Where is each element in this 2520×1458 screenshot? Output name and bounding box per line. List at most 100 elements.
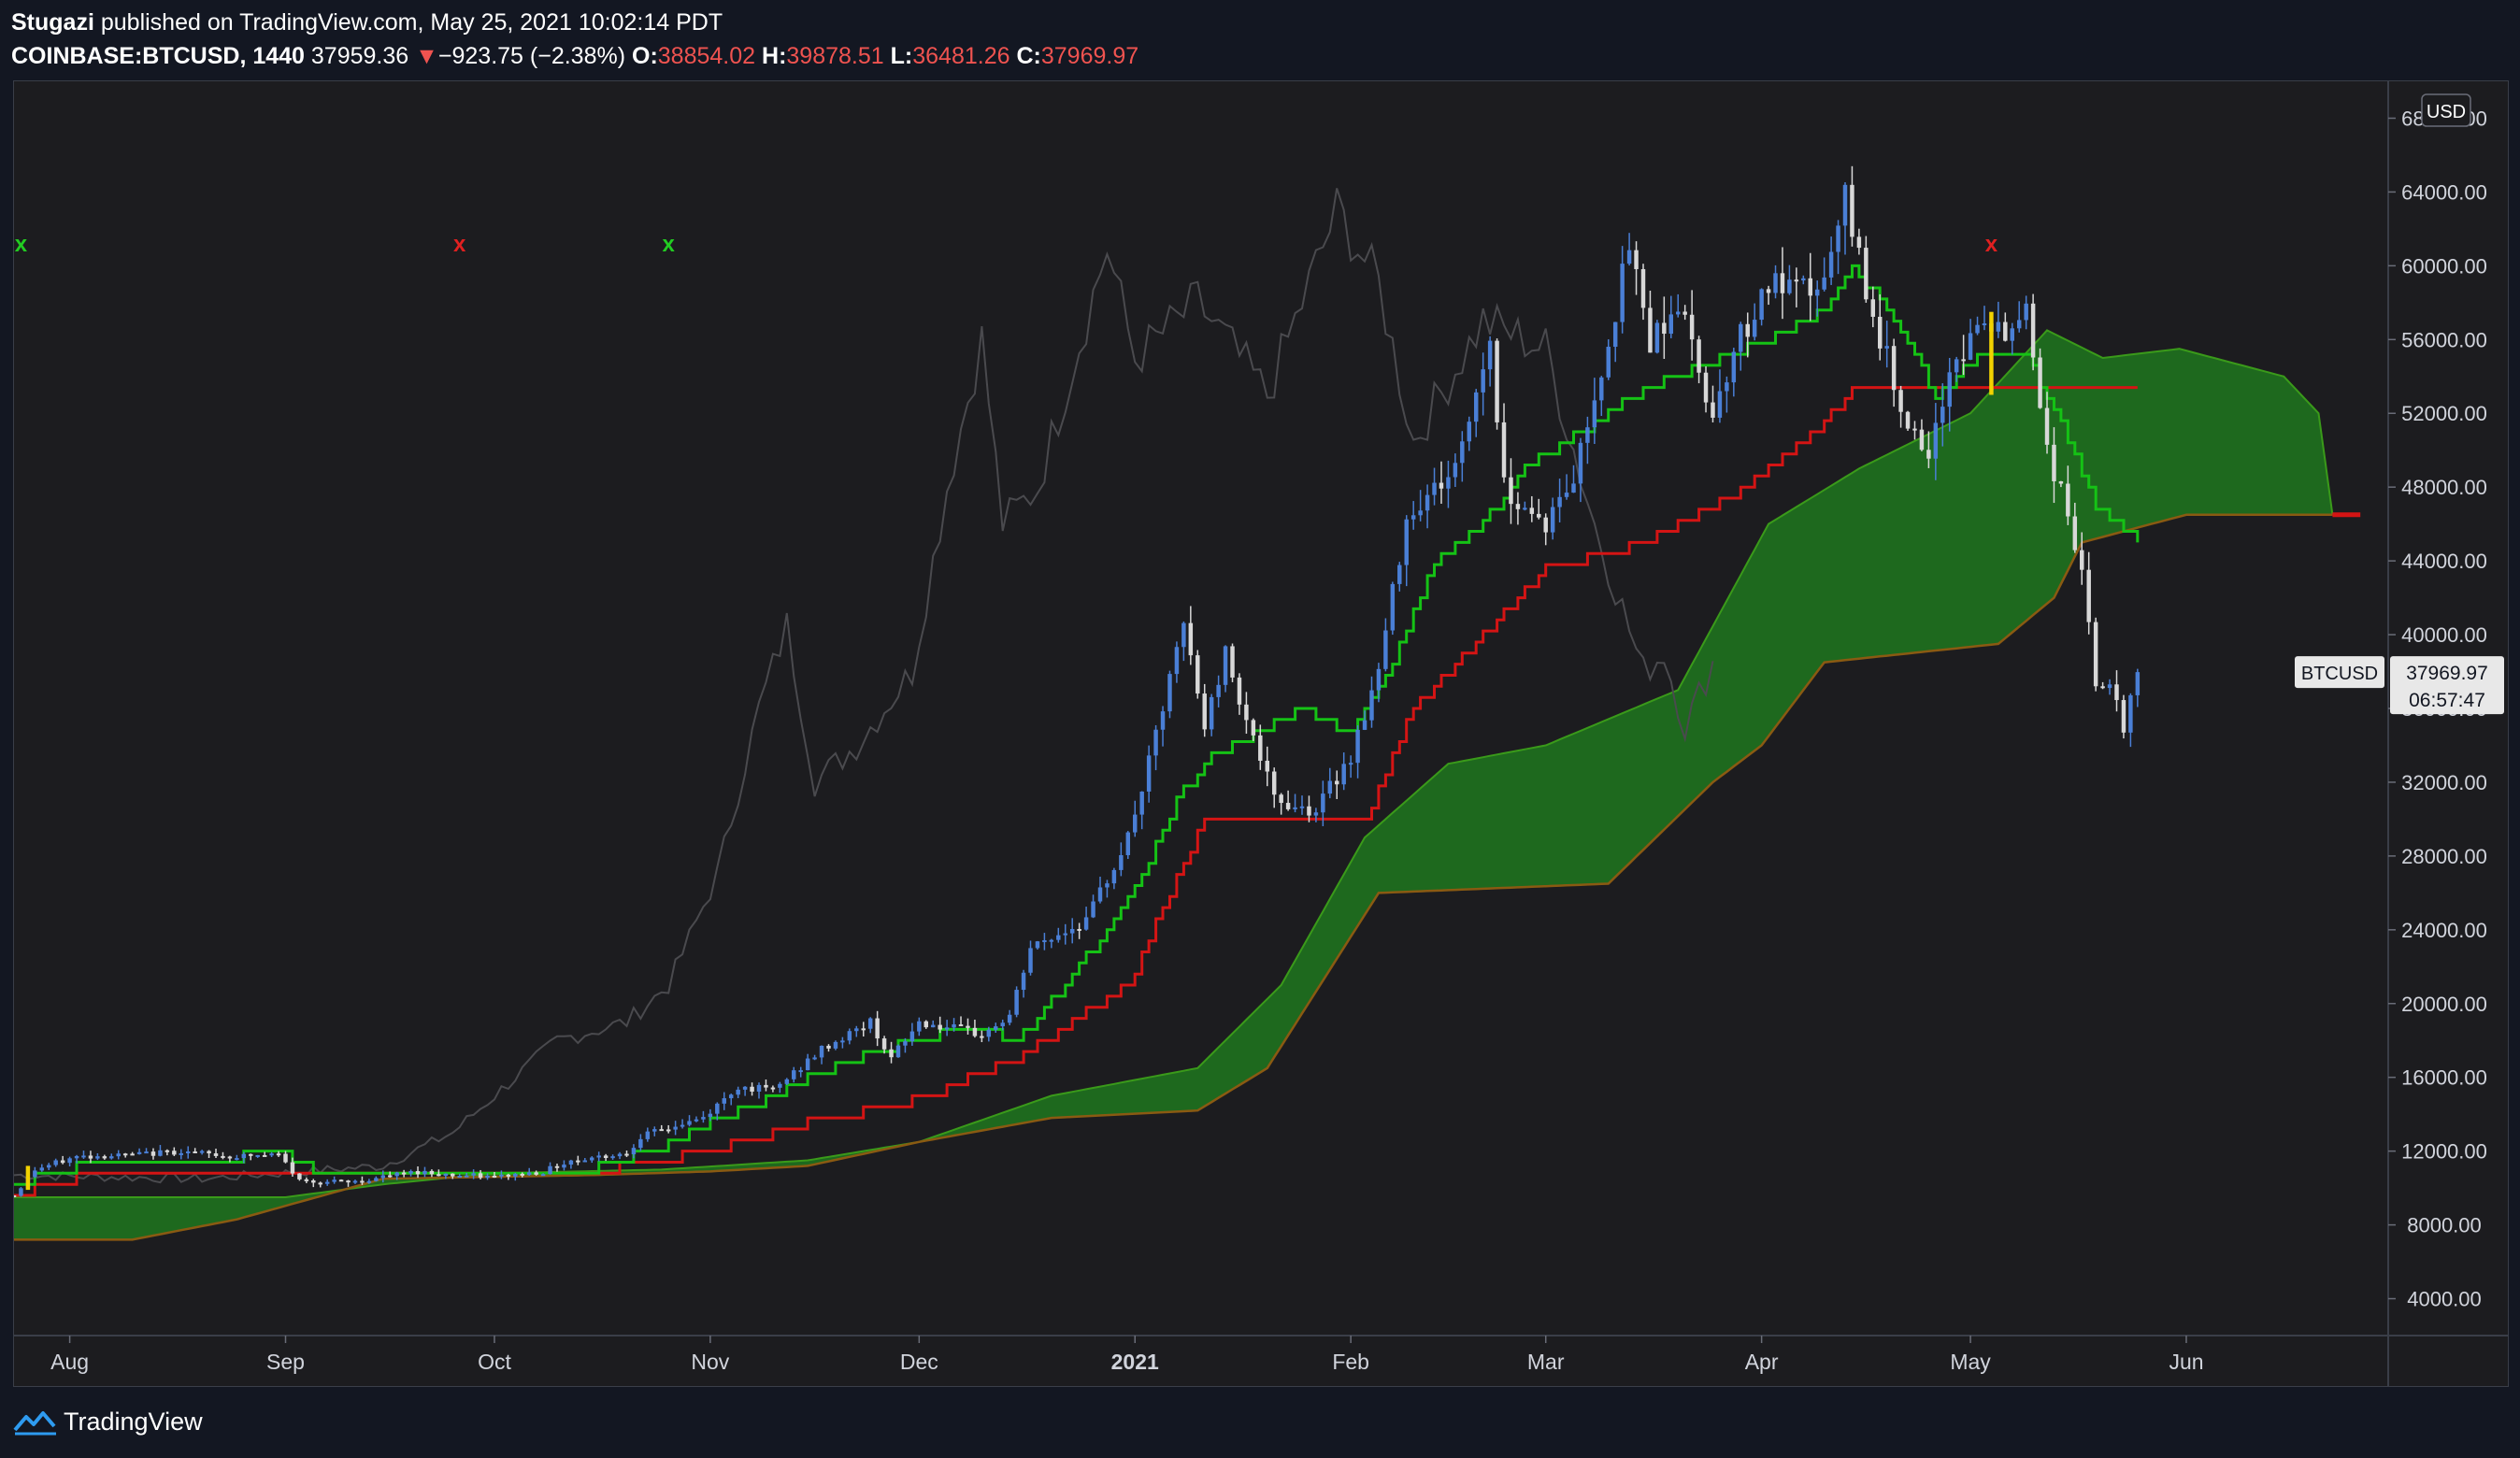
candle-body bbox=[67, 1158, 72, 1164]
candle-body bbox=[1083, 917, 1089, 930]
last-price: 37959.36 bbox=[310, 43, 409, 69]
candle-body bbox=[1327, 780, 1333, 794]
candle-body bbox=[1703, 372, 1709, 403]
price-chart[interactable]: x x x x 4000.00 8000.00 12000.00 16000.00 20000.… bbox=[14, 81, 2508, 1386]
candle-body bbox=[833, 1041, 838, 1049]
candle-body bbox=[1606, 347, 1611, 378]
candle-body bbox=[715, 1103, 720, 1114]
y-tick-label: 12000.00 bbox=[2401, 1140, 2487, 1164]
candle-body bbox=[318, 1182, 322, 1185]
x-tick-label: May bbox=[1950, 1350, 1991, 1374]
candle-body bbox=[1139, 791, 1144, 815]
candle-body bbox=[930, 1024, 936, 1028]
candle-body bbox=[478, 1173, 483, 1179]
candle-body bbox=[185, 1151, 191, 1153]
candle-body bbox=[269, 1153, 274, 1156]
chart-area[interactable]: x x x x 4000.00 8000.00 12000.00 16000.00 20000.… bbox=[13, 80, 2509, 1387]
symbol-name[interactable]: COINBASE:BTCUSD, 1440 bbox=[11, 43, 305, 69]
candle-body bbox=[53, 1160, 58, 1165]
candle-body bbox=[1230, 646, 1235, 678]
candle-body bbox=[1035, 941, 1040, 949]
highlight-candle bbox=[1989, 311, 1994, 395]
candle-body bbox=[708, 1113, 713, 1118]
candle-body bbox=[130, 1153, 135, 1156]
candle-body bbox=[1878, 316, 1883, 349]
candle-body bbox=[1599, 377, 1604, 401]
candle-body bbox=[617, 1153, 623, 1157]
candle-body bbox=[290, 1162, 295, 1174]
candle-body bbox=[1731, 351, 1737, 383]
tradingview-logo-icon[interactable] bbox=[13, 1408, 58, 1436]
candle-body bbox=[1473, 392, 1479, 422]
candle-body bbox=[1049, 939, 1054, 942]
change-arrow-icon: ▼ bbox=[415, 43, 438, 69]
senkou-span-b-line bbox=[14, 513, 2333, 1241]
candle-body bbox=[1654, 322, 1660, 353]
candle-body bbox=[562, 1165, 566, 1168]
candle-body bbox=[2066, 483, 2070, 517]
symbol-info: COINBASE:BTCUSD, 1440 37959.36 ▼−923.75 … bbox=[11, 43, 1138, 70]
candle-body bbox=[2052, 444, 2056, 481]
candle-body bbox=[2093, 622, 2098, 687]
senkou-span-a-line bbox=[14, 329, 2334, 1198]
candle-body bbox=[1487, 340, 1493, 370]
close-value: 37969.97 bbox=[1040, 43, 1139, 69]
footer-brand[interactable]: TradingView bbox=[64, 1408, 203, 1436]
candle-body bbox=[199, 1151, 205, 1153]
y-tick-label: 48000.00 bbox=[2401, 476, 2487, 499]
candle-body bbox=[422, 1170, 427, 1175]
candle-body bbox=[1056, 935, 1061, 940]
candle-body bbox=[924, 1021, 929, 1028]
candle-body bbox=[1543, 517, 1548, 533]
candle-body bbox=[1578, 442, 1583, 484]
candle-body bbox=[867, 1018, 873, 1029]
candle-body bbox=[1814, 289, 1820, 296]
candle-body bbox=[1174, 647, 1180, 675]
candle-body bbox=[1321, 793, 1325, 813]
candle-body bbox=[1216, 684, 1221, 697]
candle-body bbox=[338, 1179, 344, 1182]
candle-body bbox=[994, 1026, 998, 1030]
candle-body bbox=[895, 1045, 901, 1058]
candle-body bbox=[944, 1027, 950, 1030]
candle-body bbox=[1105, 883, 1110, 888]
candle-body bbox=[1125, 832, 1131, 855]
candle-body bbox=[1752, 320, 1757, 337]
bar-countdown: 06:57:47 bbox=[2409, 690, 2485, 711]
candle-body bbox=[1258, 735, 1263, 761]
candle-body bbox=[2024, 303, 2028, 321]
candle-body bbox=[221, 1155, 225, 1158]
candle-body bbox=[443, 1173, 449, 1177]
candle-body bbox=[1439, 482, 1444, 489]
candle-body bbox=[903, 1041, 908, 1046]
author-name[interactable]: Stugazi bbox=[11, 9, 94, 36]
candle-body bbox=[1376, 668, 1382, 691]
candle-body bbox=[1167, 674, 1172, 712]
candle-body bbox=[666, 1129, 671, 1132]
candle-body bbox=[1850, 184, 1854, 237]
candle-body bbox=[958, 1024, 964, 1027]
candle-body bbox=[1418, 510, 1423, 516]
candle-body bbox=[728, 1094, 734, 1099]
x-tick-label: Oct bbox=[478, 1350, 511, 1374]
candle-body bbox=[102, 1156, 107, 1159]
candle-body bbox=[1592, 400, 1597, 428]
candle-body bbox=[1982, 323, 1987, 326]
candle-body bbox=[1968, 333, 1973, 360]
y-tick-label: 24000.00 bbox=[2401, 919, 2487, 942]
candle-body bbox=[1801, 278, 1806, 281]
candle-body bbox=[1947, 372, 1952, 407]
candle-body bbox=[847, 1031, 852, 1041]
candle-body bbox=[360, 1180, 365, 1183]
candle-body bbox=[2114, 684, 2119, 701]
candle-body bbox=[1014, 990, 1019, 1015]
candle-body bbox=[387, 1175, 393, 1178]
candle-body bbox=[694, 1119, 699, 1122]
candle-body bbox=[47, 1165, 51, 1168]
symbol-price-tag bbox=[2295, 656, 2384, 689]
price-change: −923.75 (−2.38%) bbox=[437, 43, 626, 69]
candle-body bbox=[1390, 583, 1396, 631]
candle-body bbox=[952, 1024, 956, 1028]
candle-body bbox=[673, 1126, 678, 1130]
candle-body bbox=[2010, 328, 2015, 341]
